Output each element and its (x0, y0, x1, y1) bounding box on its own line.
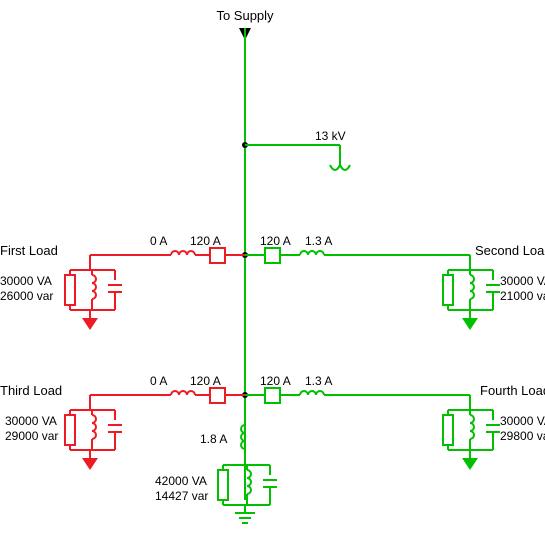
bottom-amps: 1.8 A (200, 432, 227, 446)
ll-amps-left: 0 A (150, 374, 167, 388)
fourth-load-var: 29800 var (500, 429, 545, 443)
fourth-load-va: 30000 VA (500, 414, 545, 428)
fourth-load-name: Fourth Load (480, 383, 545, 398)
ur-amps-right: 1.3 A (305, 234, 332, 248)
ur-amps-left: 120 A (260, 234, 291, 248)
branch-lower-right: 120 A 1.3 A Fourth Load 30000 VA 29800 v… (245, 374, 545, 470)
branch-lower-left: 0 A 120 A Third Load 30000 VA 29000 var (0, 374, 245, 470)
title-text: To Supply (216, 8, 274, 23)
second-load-var: 21000 var (500, 289, 545, 303)
ll-amps-right: 120 A (190, 374, 221, 388)
circuit-diagram: To Supply 13 kV 0 A 120 A (0, 0, 545, 545)
ul-amps-left: 0 A (150, 234, 167, 248)
first-load-name: First Load (0, 243, 58, 258)
bottom-var: 14427 var (155, 489, 208, 503)
ul-amps-right: 120 A (190, 234, 221, 248)
lr-amps-right: 1.3 A (305, 374, 332, 388)
first-load-va: 30000 VA (0, 274, 52, 288)
third-load-var: 29000 var (5, 429, 58, 443)
third-load-va: 30000 VA (5, 414, 57, 428)
load-second (443, 270, 500, 330)
lr-amps-left: 120 A (260, 374, 291, 388)
load-bottom (218, 465, 277, 523)
branch-bottom: 1.8 A 42000 VA 14427 var (155, 425, 277, 523)
load-fourth (443, 410, 500, 470)
bottom-va: 42000 VA (155, 474, 207, 488)
third-load-name: Third Load (0, 383, 62, 398)
load-third (65, 410, 122, 470)
second-load-va: 30000 VA (500, 274, 545, 288)
branch-upper-left: 0 A 120 A First Load 30000 VA (0, 234, 245, 330)
load-first (65, 270, 122, 330)
branch-upper-right: 120 A 1.3 A Second Load 30000 VA 21000 v… (245, 234, 545, 330)
voltage-branch: 13 kV (245, 129, 350, 170)
first-load-var: 26000 var (0, 289, 53, 303)
second-load-name: Second Load (475, 243, 545, 258)
voltage-label: 13 kV (315, 129, 346, 143)
